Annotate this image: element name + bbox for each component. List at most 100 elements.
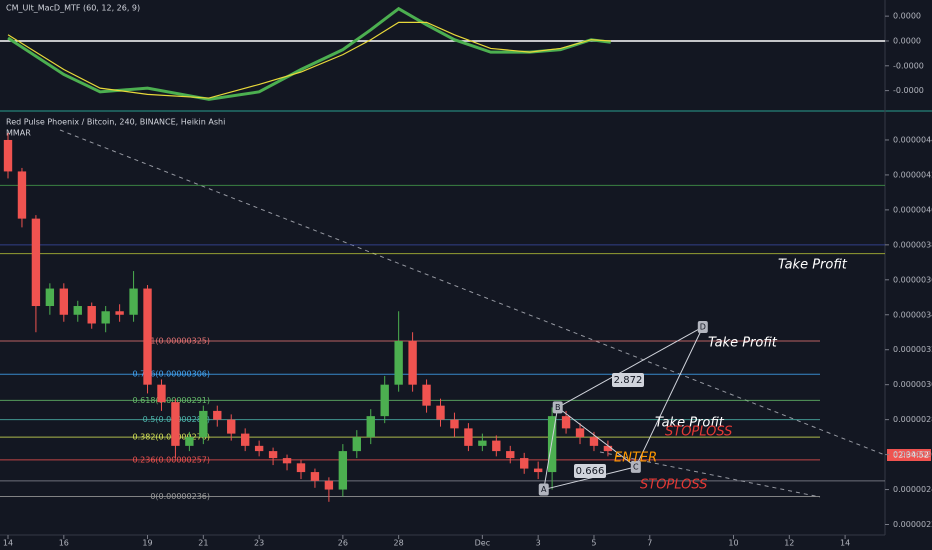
candle-body [101, 311, 110, 324]
x-tick-label: 7 [647, 539, 652, 548]
ratio-label: 0.666 [576, 466, 605, 477]
fib-label: 0.618(0.00000291) [133, 396, 211, 405]
x-tick-label: 19 [142, 539, 152, 548]
candle-body [87, 306, 96, 324]
pattern-leg [543, 407, 559, 490]
x-tick-label: Dec [475, 539, 490, 548]
y-tick-label: 0.00000360 [893, 275, 932, 284]
price-title: Red Pulse Phoenix / Bitcoin, 240, BINANC… [6, 118, 225, 127]
candle-body [17, 171, 27, 219]
candle-body [240, 433, 250, 446]
candle-body [268, 451, 278, 459]
y-tick-label: 0.00000300 [893, 380, 932, 389]
candle-body [73, 306, 82, 315]
fib-label: 0(0.00000236) [150, 492, 210, 501]
y-tick-label: -0.0000 [893, 86, 924, 95]
macd-title: CM_Ult_MacD_MTF (60, 12, 26, 9) [6, 4, 140, 13]
candle-body [408, 340, 417, 385]
candle-body [45, 288, 55, 307]
candle-body [492, 440, 501, 452]
x-tick-label: 5 [591, 539, 596, 548]
pattern-point [697, 320, 708, 333]
trendline [599, 451, 821, 498]
ratio-box [612, 373, 644, 387]
x-tick-label: 14 [840, 539, 850, 548]
y-tick-label: 0.00000380 [893, 240, 932, 249]
x-tick-label: 3 [536, 539, 541, 548]
candle-body [520, 458, 529, 469]
y-tick-label: 0.0000 [893, 12, 921, 21]
candle-body [157, 384, 166, 403]
y-tick-label: 0.00000240 [893, 485, 932, 494]
y-tick-label: 0.00000220 [893, 520, 932, 529]
candle-body [603, 445, 613, 452]
y-tick-label: -0.0000 [893, 61, 924, 70]
fib-label: 0.786(0.00000306) [133, 370, 211, 379]
candle-body [143, 288, 152, 385]
pattern-point [552, 401, 563, 414]
candle-body [213, 410, 222, 420]
candle-body [478, 440, 487, 446]
x-tick-label: 26 [338, 539, 348, 548]
countdown: 02:34:52 [893, 451, 929, 460]
annotation: ENTER [614, 451, 657, 466]
candle-body [380, 384, 389, 417]
macd-line [7, 21, 611, 99]
annotation: Take Profit [708, 336, 778, 351]
y-tick-label: 0.00000420 [893, 170, 932, 179]
candle-body [506, 451, 515, 459]
y-tick-label: 0.00000400 [893, 205, 932, 214]
candle-body [115, 311, 124, 315]
pattern-leg [557, 407, 637, 468]
pattern-label: B [555, 403, 561, 412]
candle-body [366, 416, 375, 438]
candle-body [310, 472, 320, 481]
candle-body [227, 419, 236, 434]
fib-label: 1(0.00000325) [150, 336, 210, 345]
candle-body [171, 402, 180, 446]
ratio-box [574, 464, 606, 478]
candle-body [296, 463, 306, 473]
candle-body [199, 410, 208, 438]
indicator-name: MMAR [6, 129, 31, 138]
ratio-label: 2.872 [614, 375, 643, 386]
candle-body [3, 139, 13, 172]
x-tick-label: 10 [728, 539, 738, 548]
pattern-label: D [700, 322, 706, 331]
candle-body [185, 437, 194, 446]
candle-body [324, 480, 334, 490]
pattern-point [630, 460, 641, 473]
y-tick-label: 0.00000440 [893, 135, 932, 144]
candle-body [254, 445, 264, 452]
x-tick-label: 23 [254, 539, 264, 548]
candle-body [464, 428, 473, 446]
pattern-leg [557, 326, 704, 408]
candle-body [547, 416, 557, 473]
candle-body [575, 428, 585, 438]
countdown-box [887, 449, 931, 461]
x-tick-label: 16 [59, 539, 69, 548]
annotation: Take Profit [655, 416, 725, 431]
pattern-label: C [633, 462, 639, 471]
x-tick-label: 21 [198, 539, 208, 548]
candle-body [394, 340, 403, 385]
candle-body [59, 288, 68, 315]
candle-body [352, 437, 361, 452]
annotation: STOPLOSS [665, 425, 732, 440]
x-tick-label: 12 [784, 539, 794, 548]
candle-body [282, 458, 292, 464]
y-tick-label: 0.00000320 [893, 345, 932, 354]
annotation: Take Profit [778, 258, 848, 273]
pattern-label: A [541, 485, 547, 494]
candle-body [129, 288, 138, 315]
y-tick-label: 0.00000340 [893, 310, 932, 319]
candle-body [31, 218, 41, 307]
x-tick-label: 28 [394, 539, 404, 548]
pattern-point [538, 483, 549, 496]
annotation: STOPLOSS [640, 478, 707, 493]
pattern-leg [543, 466, 636, 491]
candle-body [338, 451, 348, 490]
candle-body [589, 437, 599, 446]
